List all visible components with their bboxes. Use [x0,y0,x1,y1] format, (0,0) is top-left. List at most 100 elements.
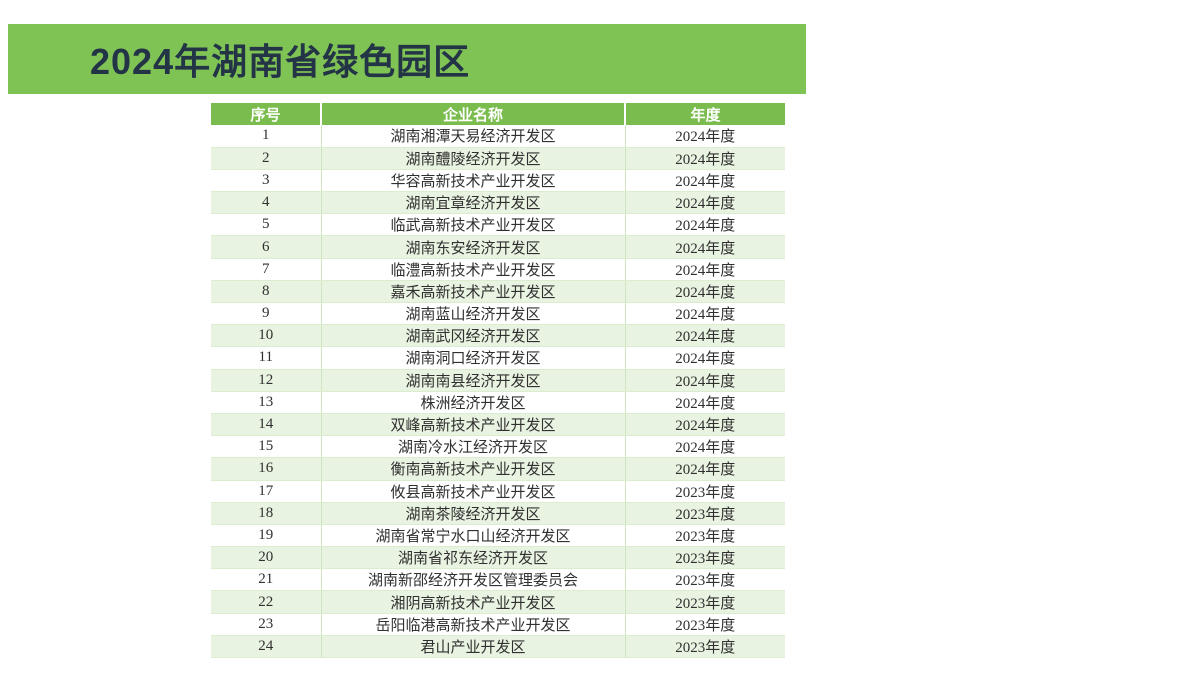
cell-index: 15 [211,435,322,459]
cell-index: 3 [211,169,322,193]
table-row: 14 双峰高新技术产业开发区 2024年度 [211,413,785,437]
cell-enterprise-name: 湖南冷水江经济开发区 [321,435,626,459]
cell-enterprise-name: 华容高新技术产业开发区 [321,169,626,193]
cell-enterprise-name: 湖南东安经济开发区 [321,235,626,259]
cell-year: 2024年度 [625,235,785,259]
cell-year: 2024年度 [625,191,785,215]
table-header-row: 序号 企业名称 年度 [211,103,785,125]
cell-enterprise-name: 湖南洞口经济开发区 [321,346,626,370]
table-row: 22 湘阴高新技术产业开发区 2023年度 [211,590,785,614]
cell-index: 11 [211,346,322,370]
cell-index: 8 [211,280,322,304]
cell-enterprise-name: 湖南茶陵经济开发区 [321,502,626,525]
cell-year: 2024年度 [625,391,785,414]
cell-enterprise-name: 衡南高新技术产业开发区 [321,457,626,481]
page-title: 2024年湖南省绿色园区 [90,41,471,82]
cell-year: 2024年度 [625,258,785,281]
cell-index: 9 [211,302,322,326]
cell-enterprise-name: 湖南武冈经济开发区 [321,324,626,348]
cell-year: 2024年度 [625,413,785,437]
cell-index: 20 [211,546,322,570]
cell-year: 2024年度 [625,457,785,481]
cell-year: 2023年度 [625,546,785,570]
cell-year: 2024年度 [625,213,785,237]
cell-year: 2024年度 [625,435,785,459]
table-row: 23 岳阳临港高新技术产业开发区 2023年度 [211,613,785,636]
column-header-enterprise-name: 企业名称 [321,103,626,125]
cell-enterprise-name: 湖南省常宁水口山经济开发区 [321,524,626,548]
cell-enterprise-name: 株洲经济开发区 [321,391,626,414]
table-row: 15 湖南冷水江经济开发区 2024年度 [211,435,785,459]
table-row: 6 湖南东安经济开发区 2024年度 [211,235,785,259]
cell-year: 2023年度 [625,635,785,659]
cell-enterprise-name: 岳阳临港高新技术产业开发区 [321,613,626,636]
table-row: 2 湖南醴陵经济开发区 2024年度 [211,147,785,170]
cell-index: 10 [211,324,322,348]
cell-index: 12 [211,369,322,392]
cell-year: 2024年度 [625,346,785,370]
green-parks-table: 序号 企业名称 年度 1 湖南湘潭天易经济开发区 2024年度 2 湖南醴陵经济开发区 2… [211,103,785,659]
column-header-year: 年度 [625,103,785,125]
cell-enterprise-name: 湖南省祁东经济开发区 [321,546,626,570]
cell-year: 2023年度 [625,502,785,525]
table-row: 11 湖南洞口经济开发区 2024年度 [211,346,785,370]
cell-year: 2024年度 [625,147,785,170]
cell-enterprise-name: 湖南新邵经济开发区管理委员会 [321,568,626,592]
cell-index: 21 [211,568,322,592]
table-row: 8 嘉禾高新技术产业开发区 2024年度 [211,280,785,304]
cell-enterprise-name: 湘阴高新技术产业开发区 [321,590,626,614]
title-banner: 2024年湖南省绿色园区 [8,24,806,94]
table-row: 13 株洲经济开发区 2024年度 [211,391,785,414]
cell-year: 2024年度 [625,302,785,326]
cell-year: 2023年度 [625,568,785,592]
cell-index: 22 [211,590,322,614]
cell-index: 19 [211,524,322,548]
cell-index: 5 [211,213,322,237]
cell-enterprise-name: 临澧高新技术产业开发区 [321,258,626,281]
table-row: 12 湖南南县经济开发区 2024年度 [211,369,785,392]
cell-enterprise-name: 湖南宜章经济开发区 [321,191,626,215]
cell-index: 16 [211,457,322,481]
cell-year: 2024年度 [625,280,785,304]
cell-enterprise-name: 君山产业开发区 [321,635,626,659]
cell-enterprise-name: 攸县高新技术产业开发区 [321,480,626,503]
cell-index: 2 [211,147,322,170]
cell-index: 4 [211,191,322,215]
table-row: 9 湖南蓝山经济开发区 2024年度 [211,302,785,326]
cell-year: 2023年度 [625,613,785,636]
cell-year: 2023年度 [625,590,785,614]
cell-index: 13 [211,391,322,414]
cell-enterprise-name: 湖南湘潭天易经济开发区 [321,125,626,148]
cell-year: 2023年度 [625,480,785,503]
cell-enterprise-name: 临武高新技术产业开发区 [321,213,626,237]
cell-year: 2023年度 [625,524,785,548]
table-row: 4 湖南宜章经济开发区 2024年度 [211,191,785,215]
parks-table: 序号 企业名称 年度 1 湖南湘潭天易经济开发区 2024年度 2 湖南醴陵经济开发区 2… [211,103,785,659]
table-row: 16 衡南高新技术产业开发区 2024年度 [211,457,785,481]
cell-index: 1 [211,125,322,148]
table-row: 20 湖南省祁东经济开发区 2023年度 [211,546,785,570]
table-row: 24 君山产业开发区 2023年度 [211,635,785,659]
cell-year: 2024年度 [625,125,785,148]
table-row: 21 湖南新邵经济开发区管理委员会 2023年度 [211,568,785,592]
table-row: 3 华容高新技术产业开发区 2024年度 [211,169,785,193]
column-header-index: 序号 [211,103,322,125]
cell-index: 17 [211,480,322,503]
table-row: 7 临澧高新技术产业开发区 2024年度 [211,258,785,281]
cell-index: 24 [211,635,322,659]
cell-year: 2024年度 [625,324,785,348]
table-row: 19 湖南省常宁水口山经济开发区 2023年度 [211,524,785,548]
cell-index: 7 [211,258,322,281]
table-row: 17 攸县高新技术产业开发区 2023年度 [211,480,785,503]
cell-index: 18 [211,502,322,525]
parks-table-body: 1 湖南湘潭天易经济开发区 2024年度 2 湖南醴陵经济开发区 2024年度 3 华容高新技… [211,125,785,659]
cell-index: 6 [211,235,322,259]
cell-year: 2024年度 [625,169,785,193]
table-row: 1 湖南湘潭天易经济开发区 2024年度 [211,125,785,148]
table-row: 18 湖南茶陵经济开发区 2023年度 [211,502,785,525]
cell-year: 2024年度 [625,369,785,392]
cell-enterprise-name: 湖南醴陵经济开发区 [321,147,626,170]
cell-enterprise-name: 湖南蓝山经济开发区 [321,302,626,326]
cell-enterprise-name: 双峰高新技术产业开发区 [321,413,626,437]
cell-index: 14 [211,413,322,437]
